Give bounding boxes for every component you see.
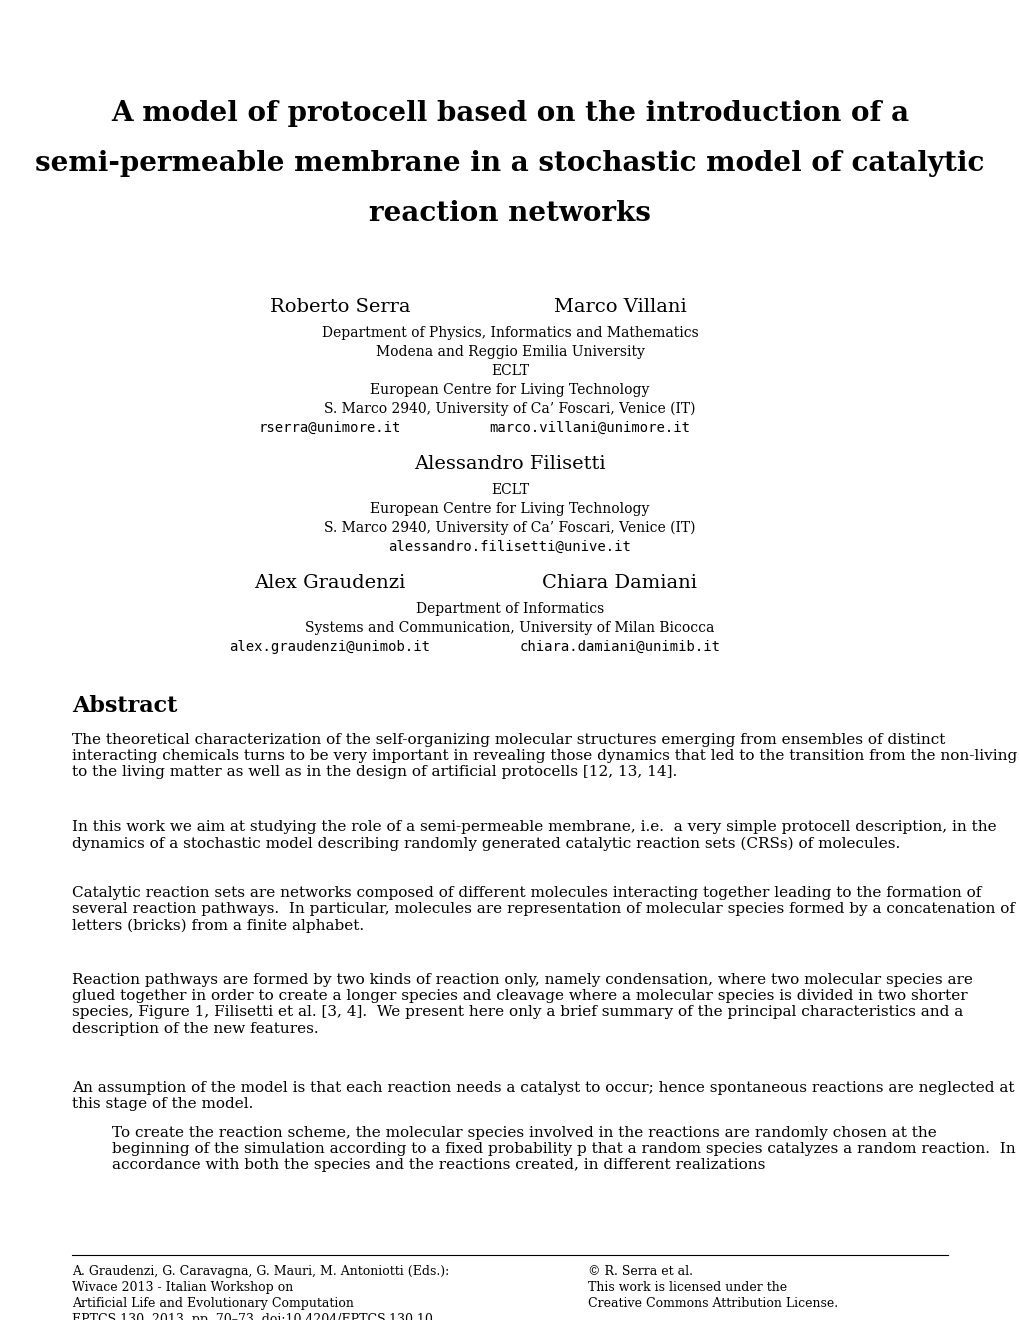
Text: A model of protocell based on the introduction of a: A model of protocell based on the introd… xyxy=(111,100,908,127)
Text: Catalytic reaction sets are networks composed of different molecules interacting: Catalytic reaction sets are networks com… xyxy=(72,886,1014,933)
Text: alex.graudenzi@unimob.it: alex.graudenzi@unimob.it xyxy=(229,640,430,653)
Text: Marco Villani: Marco Villani xyxy=(553,298,686,315)
Text: Reaction pathways are formed by two kinds of reaction only, namely condensation,: Reaction pathways are formed by two kind… xyxy=(72,973,972,1036)
Text: chiara.damiani@unimib.it: chiara.damiani@unimib.it xyxy=(519,640,719,653)
Text: The theoretical characterization of the self-organizing molecular structures eme: The theoretical characterization of the … xyxy=(72,733,1016,779)
Text: This work is licensed under the: This work is licensed under the xyxy=(587,1280,786,1294)
Text: Artificial Life and Evolutionary Computation: Artificial Life and Evolutionary Computa… xyxy=(72,1298,354,1309)
Text: ECLT: ECLT xyxy=(490,364,529,378)
Text: To create the reaction scheme, the molecular species involved in the reactions a: To create the reaction scheme, the molec… xyxy=(112,1126,1015,1172)
Text: alessandro.filisetti@unive.it: alessandro.filisetti@unive.it xyxy=(388,540,631,554)
Text: Chiara Damiani: Chiara Damiani xyxy=(542,574,697,591)
Text: European Centre for Living Technology: European Centre for Living Technology xyxy=(370,383,649,397)
Text: Department of Informatics: Department of Informatics xyxy=(416,602,603,616)
Text: Abstract: Abstract xyxy=(72,696,177,717)
Text: An assumption of the model is that each reaction needs a catalyst to occur; henc: An assumption of the model is that each … xyxy=(72,1081,1014,1111)
Text: semi-permeable membrane in a stochastic model of catalytic: semi-permeable membrane in a stochastic … xyxy=(36,150,983,177)
Text: marco.villani@unimore.it: marco.villani@unimore.it xyxy=(489,421,690,436)
Text: reaction networks: reaction networks xyxy=(369,201,650,227)
Text: © R. Serra et al.: © R. Serra et al. xyxy=(587,1265,692,1278)
Text: A. Graudenzi, G. Caravagna, G. Mauri, M. Antoniotti (Eds.):: A. Graudenzi, G. Caravagna, G. Mauri, M.… xyxy=(72,1265,448,1278)
Text: Wivace 2013 - Italian Workshop on: Wivace 2013 - Italian Workshop on xyxy=(72,1280,293,1294)
Text: In this work we aim at studying the role of a semi-permeable membrane, i.e.  a v: In this work we aim at studying the role… xyxy=(72,820,996,850)
Text: Alex Graudenzi: Alex Graudenzi xyxy=(254,574,406,591)
Text: Roberto Serra: Roberto Serra xyxy=(269,298,410,315)
Text: EPTCS 130, 2013, pp. 70–73, doi:10.4204/EPTCS.130.10: EPTCS 130, 2013, pp. 70–73, doi:10.4204/… xyxy=(72,1313,432,1320)
Text: S. Marco 2940, University of Ca’ Foscari, Venice (IT): S. Marco 2940, University of Ca’ Foscari… xyxy=(324,521,695,536)
Text: Modena and Reggio Emilia University: Modena and Reggio Emilia University xyxy=(375,345,644,359)
Text: Creative Commons Attribution License.: Creative Commons Attribution License. xyxy=(587,1298,837,1309)
Text: S. Marco 2940, University of Ca’ Foscari, Venice (IT): S. Marco 2940, University of Ca’ Foscari… xyxy=(324,403,695,416)
Text: Department of Physics, Informatics and Mathematics: Department of Physics, Informatics and M… xyxy=(321,326,698,341)
Text: European Centre for Living Technology: European Centre for Living Technology xyxy=(370,502,649,516)
Text: Systems and Communication, University of Milan Bicocca: Systems and Communication, University of… xyxy=(305,620,714,635)
Text: Alessandro Filisetti: Alessandro Filisetti xyxy=(414,455,605,473)
Text: ECLT: ECLT xyxy=(490,483,529,498)
Text: rserra@unimore.it: rserra@unimore.it xyxy=(259,421,400,436)
